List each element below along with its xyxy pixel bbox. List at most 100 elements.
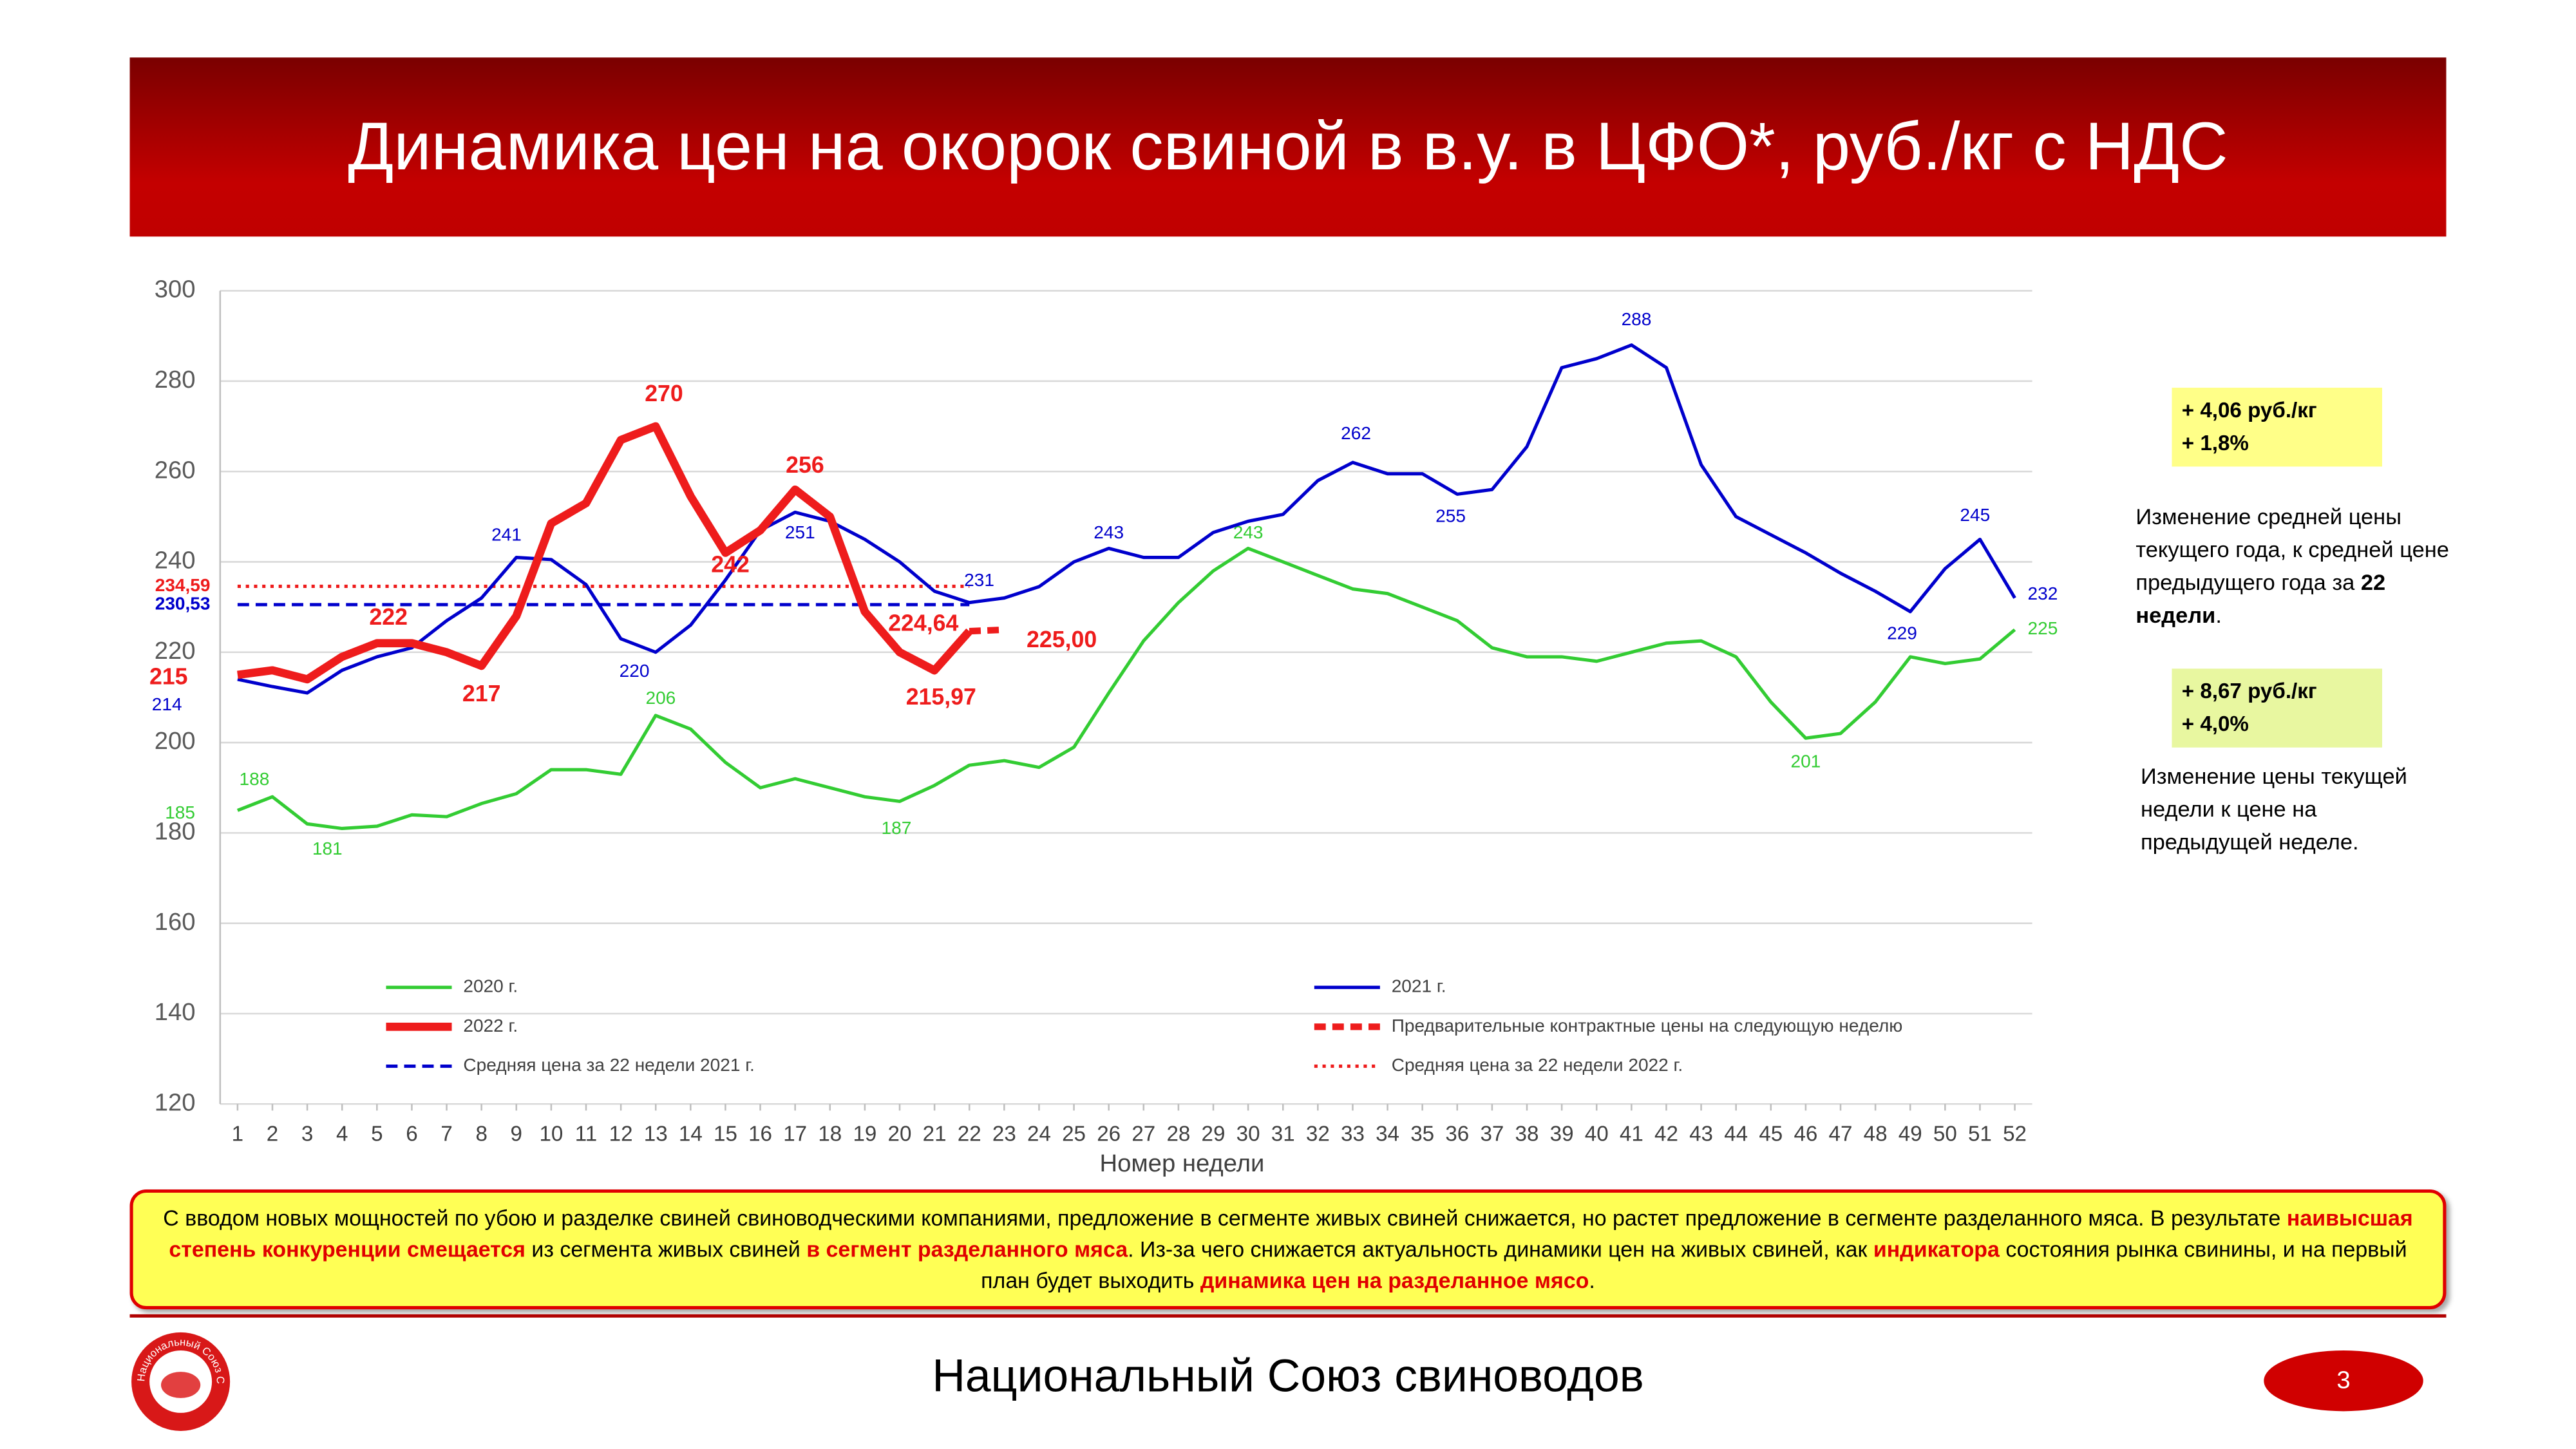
note-text: состояния рынка свинины, и на первый пла…: [981, 1236, 2407, 1293]
y-tick-label: 200: [155, 727, 196, 755]
x-tick-label: 45: [1759, 1122, 1783, 1146]
data-label: 232: [2028, 583, 2058, 603]
data-label: 231: [964, 570, 994, 590]
series-line: [237, 422, 972, 684]
data-label: 225,00: [1027, 627, 1097, 652]
reference-label: 230,53: [155, 593, 211, 613]
note-text: из сегмента живых свиней: [526, 1236, 807, 1262]
x-tick-label: 23: [992, 1122, 1016, 1146]
data-label: 188: [240, 769, 270, 789]
x-tick-label: 32: [1306, 1122, 1330, 1146]
x-tick-label: 11: [575, 1122, 597, 1146]
x-tick-label: 3: [301, 1122, 313, 1146]
change-note: Изменение цены текущей недели к цене на …: [2140, 764, 2407, 855]
change-note: Изменение средней цены текущего года, к …: [2136, 501, 2464, 632]
y-tick-label: 180: [155, 817, 196, 845]
x-tick-label: 34: [1376, 1122, 1399, 1146]
divider: [129, 1314, 2447, 1318]
change-percent: + 1,8%: [2181, 430, 2249, 455]
data-label: 224,64: [888, 610, 958, 636]
x-tick-label: 47: [1829, 1122, 1853, 1146]
y-tick-label: 260: [155, 456, 196, 484]
change-box: + 4,06 руб./кг + 1,8%: [2172, 388, 2382, 467]
y-tick-label: 140: [155, 998, 196, 1026]
x-tick-label: 48: [1864, 1122, 1888, 1146]
data-label: 185: [165, 802, 195, 822]
data-label: 220: [620, 661, 650, 681]
note-text: .: [1589, 1268, 1595, 1293]
data-label: 255: [1435, 506, 1466, 526]
x-tick-label: 28: [1166, 1122, 1190, 1146]
legend-label: 2020 г.: [463, 976, 518, 996]
data-label: 262: [1341, 423, 1371, 443]
x-tick-label: 25: [1062, 1122, 1086, 1146]
x-tick-label: 8: [475, 1122, 487, 1146]
data-label: 187: [882, 818, 912, 838]
change-percent: + 4,0%: [2181, 711, 2249, 736]
x-tick-label: 50: [1933, 1122, 1957, 1146]
x-tick-label: 37: [1480, 1122, 1504, 1146]
x-tick-label: 52: [2003, 1122, 2027, 1146]
data-label: 256: [786, 452, 824, 478]
reference-label: 234,59: [155, 575, 211, 595]
x-tick-label: 21: [923, 1122, 947, 1146]
series-line: [969, 626, 1005, 635]
data-label: 241: [491, 525, 522, 545]
x-tick-label: 22: [958, 1122, 981, 1146]
data-label: 251: [785, 522, 815, 542]
slide-title: Динамика цен на окорок свиной в в.у. в Ц…: [348, 108, 2228, 184]
x-tick-label: 43: [1689, 1122, 1713, 1146]
y-tick-label: 120: [155, 1088, 196, 1116]
legend-label: Средняя цена за 22 недели 2022 г.: [1392, 1055, 1683, 1075]
emphasis-text: динамика цен на разделанное мясо: [1200, 1268, 1589, 1293]
x-tick-label: 6: [406, 1122, 417, 1146]
data-label: 245: [1960, 505, 1990, 525]
x-axis-title: Номер недели: [1099, 1150, 1264, 1177]
x-tick-label: 10: [539, 1122, 563, 1146]
data-label: 206: [645, 688, 676, 708]
note-bold: 22 недели: [2136, 570, 2386, 628]
data-label: 215: [149, 663, 188, 689]
note-text: . Из-за чего снижается актуальность дина…: [1128, 1236, 1873, 1262]
data-label: 201: [1790, 752, 1821, 772]
data-label: 243: [1094, 522, 1124, 542]
x-tick-label: 7: [440, 1122, 452, 1146]
x-tick-label: 38: [1515, 1122, 1539, 1146]
x-tick-label: 26: [1097, 1122, 1121, 1146]
x-tick-label: 18: [818, 1122, 842, 1146]
x-tick-label: 17: [783, 1122, 807, 1146]
x-tick-label: 36: [1445, 1122, 1469, 1146]
note-text: С вводом новых мощностей по убою и разде…: [163, 1206, 2287, 1231]
x-tick-label: 31: [1271, 1122, 1295, 1146]
x-tick-label: 4: [336, 1122, 348, 1146]
x-tick-label: 15: [714, 1122, 737, 1146]
page-number: 3: [2264, 1350, 2423, 1412]
data-label: 242: [711, 551, 750, 577]
organization: Национальный Союз свиноводов: [932, 1350, 1644, 1402]
data-label: 217: [462, 681, 501, 706]
x-tick-label: 30: [1236, 1122, 1260, 1146]
x-tick-label: 35: [1410, 1122, 1434, 1146]
series-line: [237, 343, 2016, 695]
note-text: Изменение средней цены текущего года, к …: [2136, 504, 2449, 595]
y-tick-label: 300: [155, 276, 196, 303]
emphasis-text: наивысшая степень конкуренции смещается: [169, 1206, 2413, 1262]
x-tick-label: 12: [609, 1122, 633, 1146]
x-tick-label: 14: [679, 1122, 703, 1146]
y-tick-label: 280: [155, 366, 196, 393]
x-tick-label: 16: [748, 1122, 772, 1146]
legend-label: Предварительные контрактные цены на след…: [1392, 1016, 1903, 1036]
data-label: 270: [645, 381, 683, 406]
x-tick-label: 40: [1585, 1122, 1609, 1146]
emphasis-text: в сегмент разделанного мяса: [806, 1236, 1128, 1262]
x-tick-label: 20: [888, 1122, 912, 1146]
change-value: + 8,67 руб./кг: [2181, 678, 2317, 703]
note-text: .: [2215, 603, 2222, 628]
x-tick-label: 24: [1027, 1122, 1051, 1146]
emphasis-text: индикатора: [1873, 1236, 2000, 1262]
data-label: 288: [1622, 309, 1652, 329]
legend-label: Средняя цена за 22 недели 2021 г.: [463, 1055, 754, 1075]
x-tick-label: 13: [644, 1122, 668, 1146]
